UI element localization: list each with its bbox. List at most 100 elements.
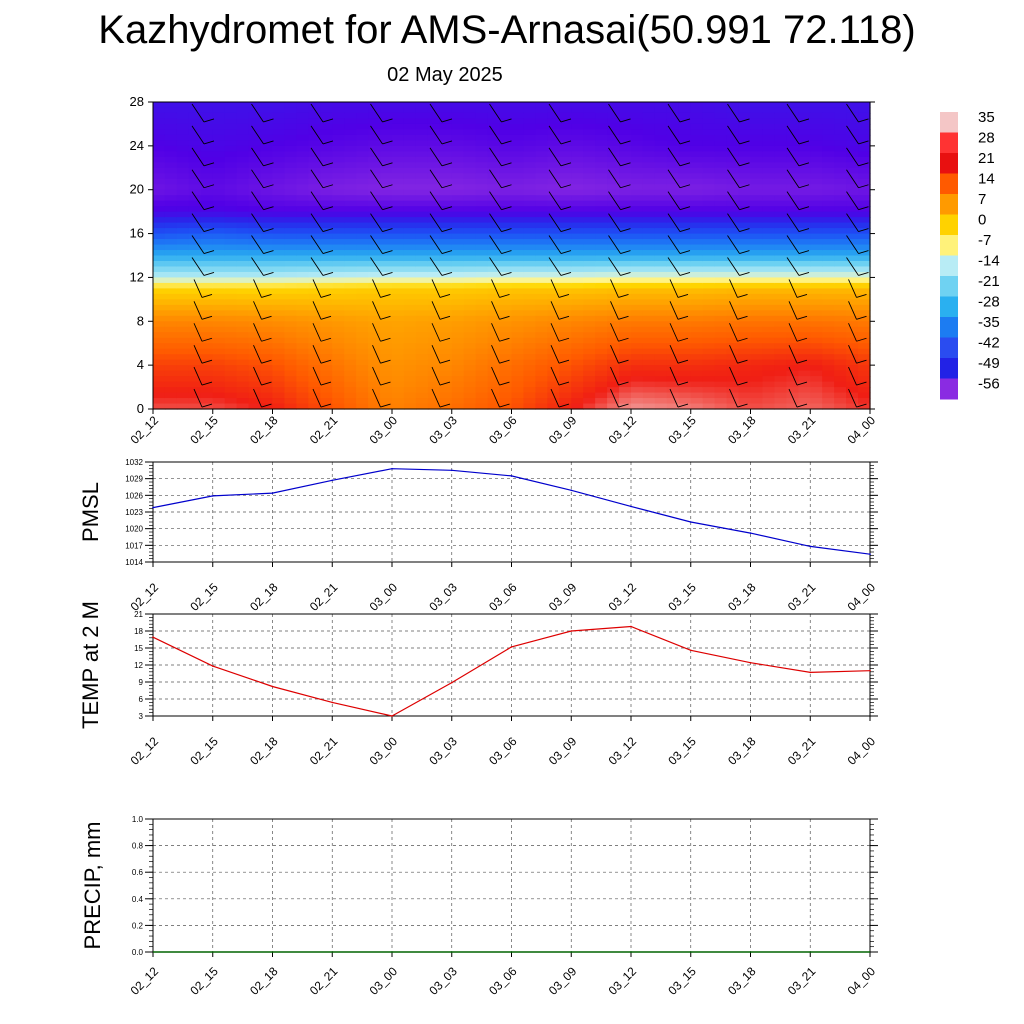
heat-cell: [475, 271, 489, 279]
heat-cell: [858, 211, 871, 218]
heat-cell: [463, 200, 477, 207]
wind-barb: [372, 301, 381, 320]
wind-barb: [739, 206, 750, 211]
heat-cell: [153, 200, 166, 207]
heat-cell: [607, 250, 620, 257]
heat-cell: [451, 260, 465, 268]
heat-cell: [750, 326, 764, 333]
heat-cell: [666, 134, 680, 141]
wind-barb: [429, 191, 443, 210]
heat-cell: [631, 211, 644, 218]
heat-cell: [666, 129, 680, 136]
heat-cell: [344, 118, 357, 125]
heat-cell: [188, 129, 202, 136]
wind-barb: [203, 162, 215, 167]
heat-cell: [583, 299, 596, 306]
heat-cell: [822, 189, 835, 196]
data-point: [809, 671, 812, 674]
heat-cell: [738, 167, 752, 174]
heat-cell: [415, 255, 429, 262]
heat-cell: [439, 365, 453, 372]
heat-cell: [559, 217, 572, 224]
heat-cell: [439, 403, 453, 410]
wind-barb: [739, 162, 750, 167]
heat-cell: [284, 222, 297, 229]
heat-cell: [547, 178, 560, 185]
heat-cell: [523, 271, 536, 279]
heat-cell: [690, 140, 704, 147]
heat-cell: [523, 189, 536, 196]
wind-barb: [193, 279, 203, 298]
heat-cell: [296, 332, 309, 339]
heat-cell: [810, 178, 823, 185]
heat-cell: [726, 222, 740, 229]
heat-cell: [654, 315, 668, 322]
heat-cell: [666, 167, 680, 174]
heat-cell: [236, 381, 250, 388]
heat-cell: [631, 129, 644, 136]
heat-cell: [654, 206, 668, 213]
wind-barb: [499, 337, 510, 342]
heat-cell: [272, 222, 286, 229]
heat-cell: [212, 189, 226, 196]
heat-cell: [583, 359, 596, 366]
wind-barb: [380, 381, 391, 386]
heat-cell: [846, 288, 859, 295]
heat-cell: [702, 370, 716, 377]
heat-cell: [451, 271, 465, 279]
heat-cell: [248, 266, 262, 273]
heat-cell: [583, 255, 596, 262]
heat-cell: [523, 387, 536, 394]
wind-barb: [193, 323, 203, 342]
heat-cell: [475, 145, 489, 152]
heat-cell: [738, 332, 752, 339]
heat-cell: [176, 359, 190, 366]
heat-cell: [547, 211, 560, 218]
heat-cell: [284, 392, 297, 399]
heat-cell: [164, 266, 178, 273]
heat-cell: [475, 140, 489, 147]
heat-cell: [415, 354, 429, 361]
heat-cell: [511, 277, 525, 284]
heat-cell: [786, 337, 799, 344]
heat-cell: [822, 244, 835, 251]
heat-cell: [583, 370, 596, 377]
heat-cell: [164, 145, 178, 152]
heat-cell: [236, 244, 250, 251]
heat-cell: [308, 140, 321, 147]
heat-cell: [726, 167, 740, 174]
heat-cell: [583, 102, 596, 109]
heat-cell: [260, 293, 274, 300]
heat-cell: [786, 123, 799, 131]
heat-cell: [690, 200, 704, 207]
heat-cell: [212, 277, 226, 284]
heat-cell: [690, 156, 704, 163]
heat-cell: [368, 387, 381, 394]
heat-cell: [296, 365, 309, 372]
heat-cell: [380, 304, 393, 311]
heat-cell: [451, 365, 465, 372]
heat-cell: [666, 266, 680, 273]
heat-cell: [511, 348, 525, 355]
heat-cell: [786, 233, 799, 240]
heat-cell: [654, 239, 668, 246]
heat-cell: [176, 244, 190, 251]
heat-cell: [260, 178, 274, 185]
heat-cell: [332, 239, 345, 246]
heat-cell: [344, 266, 357, 273]
heat-cell: [631, 370, 644, 377]
heat-cell: [499, 178, 513, 185]
wind-barb: [370, 125, 383, 145]
heat-cell: [750, 299, 764, 306]
heat-cell: [666, 337, 680, 344]
heat-cell: [176, 211, 190, 218]
heat-cell: [786, 129, 799, 136]
heat-cell: [822, 217, 835, 224]
wind-barb: [489, 169, 502, 188]
heat-cell: [822, 178, 835, 185]
heat-cell: [451, 282, 465, 289]
heat-cell: [571, 233, 584, 240]
heat-cell: [164, 228, 178, 235]
heat-cell: [368, 250, 381, 257]
heat-cell: [810, 173, 823, 180]
